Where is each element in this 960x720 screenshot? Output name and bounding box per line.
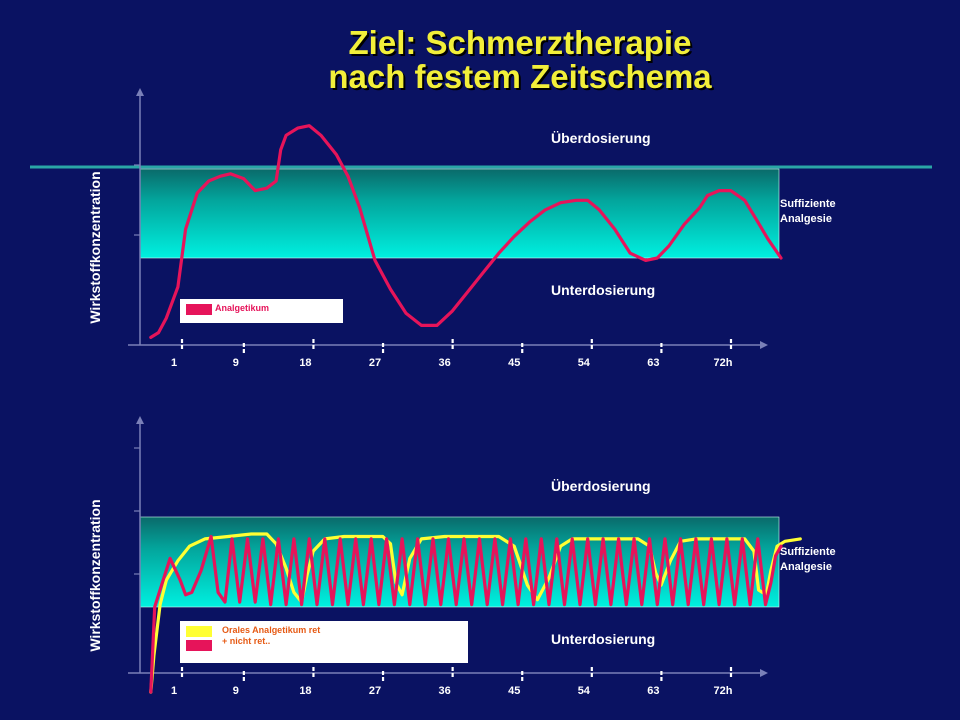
x-tick-label: 63 — [647, 357, 659, 369]
zone-label-band: Suffiziente Analgesie — [780, 198, 836, 225]
zone-label-below: Unterdosierung — [551, 282, 655, 298]
legend-swatch — [186, 304, 212, 315]
x-tick-label: 27 — [369, 357, 381, 369]
chart-panel-top: 1 9 18 27 36 45 54 63 72h Wirkstoffkonzentration Ü… — [87, 88, 836, 369]
legend-swatch — [186, 640, 212, 651]
zone-label-below: Unterdosierung — [551, 631, 655, 647]
x-axis-arrow — [760, 669, 768, 677]
x-tick-label: 54 — [578, 685, 591, 697]
legend-label: + nicht ret.. — [222, 636, 270, 646]
zone-label-above: Überdosierung — [551, 130, 651, 146]
zone-label-above: Überdosierung — [551, 478, 651, 494]
x-tick-label: 63 — [647, 685, 659, 697]
series-line-0 — [149, 532, 802, 694]
x-tick-label: 72h — [714, 685, 733, 697]
legend-box — [180, 621, 468, 663]
y-axis-label: Wirkstoffkonzentration — [87, 171, 103, 323]
title-line-2: nach festem Zeitschema — [328, 58, 712, 95]
sufficient-band — [139, 168, 780, 259]
legend-label: Orales Analgetikum ret — [222, 625, 320, 635]
x-tick-label: 18 — [299, 357, 311, 369]
x-tick-label: 1 — [171, 685, 177, 697]
x-tick-label: 72h — [714, 357, 733, 369]
x-tick-label: 9 — [233, 685, 239, 697]
zone-label-band: Suffiziente Analgesie — [780, 546, 836, 573]
series-line-0 — [149, 124, 783, 339]
x-tick-label: 54 — [578, 357, 591, 369]
y-axis-arrow — [136, 416, 144, 424]
x-tick-label: 27 — [369, 685, 381, 697]
x-axis-arrow — [760, 341, 768, 349]
y-axis-label: Wirkstoffkonzentration — [87, 499, 103, 651]
x-tick-label: 45 — [508, 357, 520, 369]
x-tick-label: 18 — [299, 685, 311, 697]
legend-label: Analgetikum — [215, 303, 269, 313]
legend-swatch — [186, 626, 212, 637]
chart-title: Ziel: Schmerztherapie nach festem Zeitsc… — [0, 26, 960, 94]
y-axis-arrow — [136, 88, 144, 96]
title-line-1: Ziel: Schmerztherapie — [348, 24, 692, 61]
chart-panel-bottom: 1 9 18 27 36 45 54 63 72h Wirkstoffkonzentration Ü… — [87, 416, 836, 697]
x-tick-label: 36 — [439, 685, 451, 697]
x-tick-label: 36 — [439, 357, 451, 369]
series-line-1 — [149, 534, 783, 694]
x-tick-label: 9 — [233, 357, 239, 369]
x-tick-label: 1 — [171, 357, 177, 369]
x-tick-label: 45 — [508, 685, 520, 697]
